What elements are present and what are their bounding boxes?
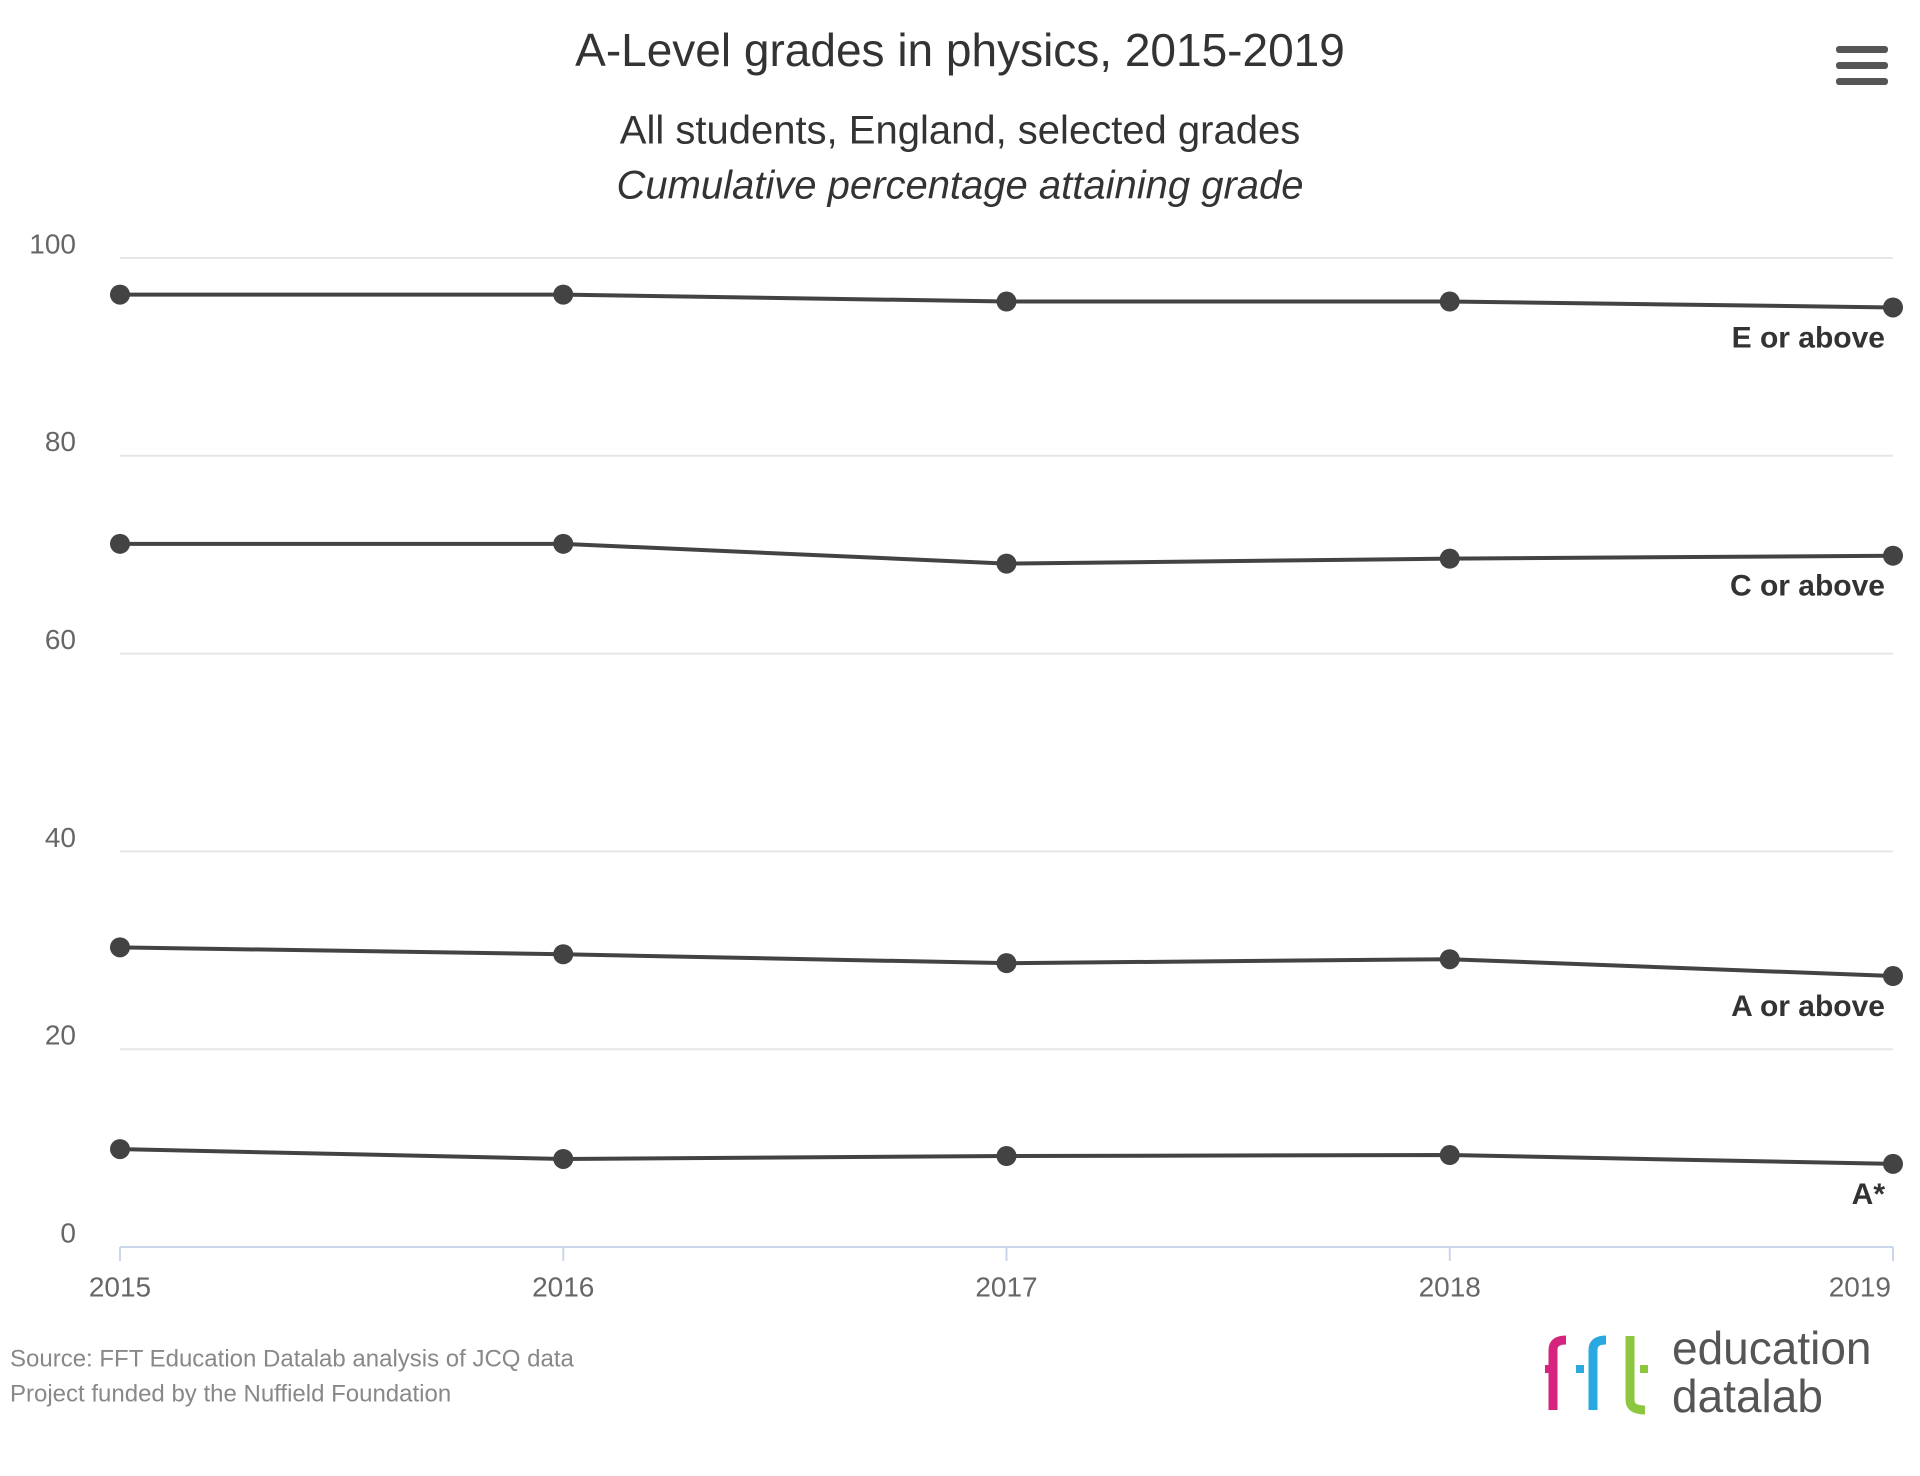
data-point xyxy=(110,1139,130,1160)
series-label: E or above xyxy=(1732,321,1885,354)
x-tick-label: 2015 xyxy=(89,1271,151,1302)
data-point xyxy=(553,533,574,554)
y-tick-label: 0 xyxy=(60,1217,76,1248)
y-tick-label: 60 xyxy=(45,624,76,655)
series-label: A* xyxy=(1852,1178,1886,1211)
data-point xyxy=(1439,1145,1460,1166)
logo-mark xyxy=(1545,1365,1553,1373)
x-tick-label: 2019 xyxy=(1829,1271,1891,1302)
logo: education datalab xyxy=(1545,1322,1872,1422)
menu-bar[interactable] xyxy=(1836,46,1888,53)
data-point xyxy=(1439,949,1460,970)
x-tick-label: 2016 xyxy=(532,1271,594,1302)
data-point xyxy=(996,291,1017,312)
source-note: Project funded by the Nuffield Foundatio… xyxy=(10,1380,451,1407)
chart-subtitle: All students, England, selected grades xyxy=(620,109,1300,153)
chart-subtitle-2: Cumulative percentage attaining grade xyxy=(616,164,1303,208)
series-label: A or above xyxy=(1731,990,1885,1023)
logo-mark xyxy=(1588,1335,1607,1410)
series-label: C or above xyxy=(1730,570,1885,603)
y-tick-label: 80 xyxy=(45,426,76,457)
x-tick-label: 2017 xyxy=(975,1271,1037,1302)
y-tick-label: 20 xyxy=(45,1020,76,1051)
data-point xyxy=(996,553,1017,574)
logo-text: datalab xyxy=(1672,1370,1823,1422)
source-note: Source: FFT Education Datalab analysis o… xyxy=(10,1345,574,1372)
data-point xyxy=(110,533,130,554)
data-point xyxy=(553,1148,574,1169)
logo-mark xyxy=(1640,1365,1648,1373)
logo-mark xyxy=(1576,1365,1584,1373)
menu-bar[interactable] xyxy=(1836,78,1888,85)
data-point xyxy=(110,284,130,305)
data-point xyxy=(1883,545,1903,566)
data-point xyxy=(110,937,130,958)
data-point xyxy=(1883,966,1903,987)
logo-mark xyxy=(1548,1335,1567,1410)
data-point xyxy=(996,953,1017,974)
data-point xyxy=(1883,1153,1903,1174)
logo-mark xyxy=(1625,1336,1646,1415)
data-point xyxy=(996,1146,1017,1167)
x-tick-label: 2018 xyxy=(1419,1271,1481,1302)
y-tick-label: 100 xyxy=(29,228,76,259)
data-point xyxy=(1439,548,1460,569)
data-point xyxy=(1439,291,1460,312)
logo-text: education xyxy=(1672,1322,1872,1374)
y-tick-label: 40 xyxy=(45,822,76,853)
chart-title: A-Level grades in physics, 2015-2019 xyxy=(575,24,1345,76)
data-point xyxy=(553,944,574,965)
data-point xyxy=(1883,297,1903,318)
menu-button[interactable] xyxy=(1836,46,1888,85)
data-point xyxy=(553,284,574,305)
menu-bar[interactable] xyxy=(1836,62,1888,69)
